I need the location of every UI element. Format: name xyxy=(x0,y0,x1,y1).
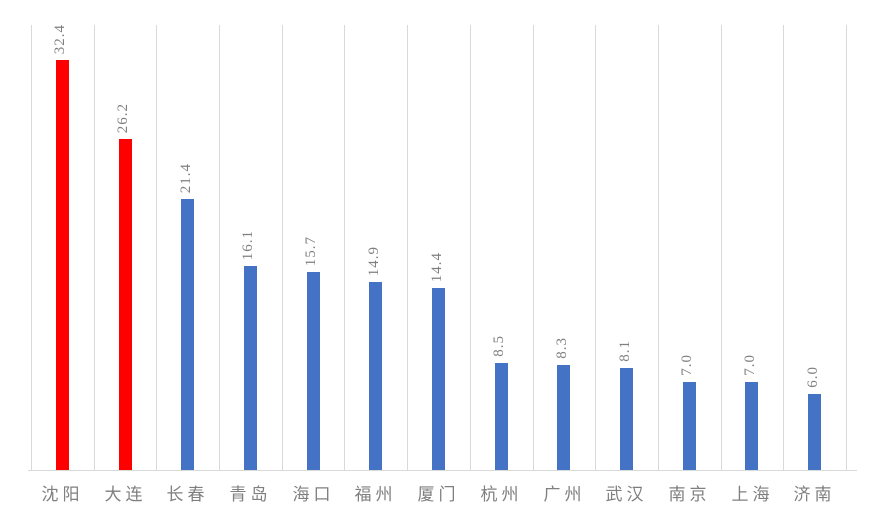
bar-南京 xyxy=(683,382,696,470)
category-label-南京: 南京 xyxy=(668,485,711,504)
category-label-厦门: 厦门 xyxy=(417,485,460,504)
gridline xyxy=(156,25,157,470)
bar-大连 xyxy=(119,139,132,470)
data-label: 32.4 xyxy=(52,23,68,54)
category-label-杭州: 杭州 xyxy=(480,485,523,504)
bar-上海 xyxy=(745,382,758,470)
data-label: 8.5 xyxy=(491,335,507,357)
gridline xyxy=(31,25,32,470)
bar-海口 xyxy=(307,272,320,470)
gridline xyxy=(407,25,408,470)
bar-济南 xyxy=(808,394,821,470)
gridline xyxy=(595,25,596,470)
data-label: 26.2 xyxy=(115,102,131,133)
data-label: 16.1 xyxy=(240,229,256,260)
bar-广州 xyxy=(557,365,570,470)
data-label: 6.0 xyxy=(805,366,821,388)
bar-长春 xyxy=(181,199,194,470)
bar-沈阳 xyxy=(56,60,69,470)
bar-福州 xyxy=(369,282,382,470)
gridline xyxy=(219,25,220,470)
gridline xyxy=(783,25,784,470)
category-label-青岛: 青岛 xyxy=(229,485,272,504)
gridline xyxy=(94,25,95,470)
category-label-上海: 上海 xyxy=(731,485,774,504)
data-label: 15.7 xyxy=(303,235,319,266)
data-label: 8.3 xyxy=(554,337,570,359)
category-label-广州: 广州 xyxy=(543,485,586,504)
category-label-长春: 长春 xyxy=(166,485,209,504)
bar-武汉 xyxy=(620,368,633,470)
gridline xyxy=(846,25,847,470)
data-label: 14.9 xyxy=(366,245,382,276)
category-label-济南: 济南 xyxy=(793,485,836,504)
gridline xyxy=(344,25,345,470)
gridline xyxy=(658,25,659,470)
category-label-海口: 海口 xyxy=(292,485,335,504)
bar-青岛 xyxy=(244,266,257,470)
category-label-武汉: 武汉 xyxy=(605,485,648,504)
bar-厦门 xyxy=(432,288,445,470)
data-label: 7.0 xyxy=(742,354,758,376)
data-label: 8.1 xyxy=(617,340,633,362)
data-label: 7.0 xyxy=(679,354,695,376)
category-label-大连: 大连 xyxy=(104,485,147,504)
category-label-福州: 福州 xyxy=(354,485,397,504)
gridline xyxy=(533,25,534,470)
bar-杭州 xyxy=(495,363,508,470)
gridline xyxy=(282,25,283,470)
category-label-沈阳: 沈阳 xyxy=(41,485,84,504)
data-label: 21.4 xyxy=(178,162,194,193)
data-label: 14.4 xyxy=(429,251,445,282)
gridline xyxy=(721,25,722,470)
x-axis-line xyxy=(28,470,857,471)
gridline xyxy=(470,25,471,470)
